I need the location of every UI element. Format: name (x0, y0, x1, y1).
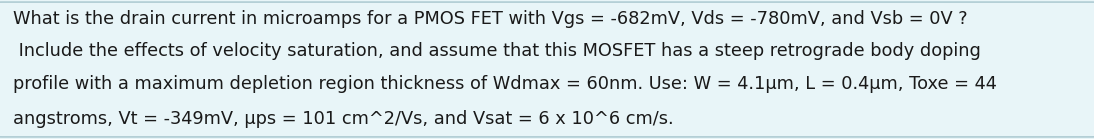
Text: angstroms, Vt = -349mV, μps = 101 cm^2/Vs, and Vsat = 6 x 10^6 cm/s.: angstroms, Vt = -349mV, μps = 101 cm^2/V… (13, 110, 674, 128)
FancyBboxPatch shape (0, 2, 1094, 137)
Text: profile with a maximum depletion region thickness of Wdmax = 60nm. Use: W = 4.1μ: profile with a maximum depletion region … (13, 75, 997, 93)
Text: What is the drain current in microamps for a PMOS FET with Vgs = -682mV, Vds = -: What is the drain current in microamps f… (13, 10, 968, 28)
Text: Include the effects of velocity saturation, and assume that this MOSFET has a st: Include the effects of velocity saturati… (13, 42, 981, 60)
